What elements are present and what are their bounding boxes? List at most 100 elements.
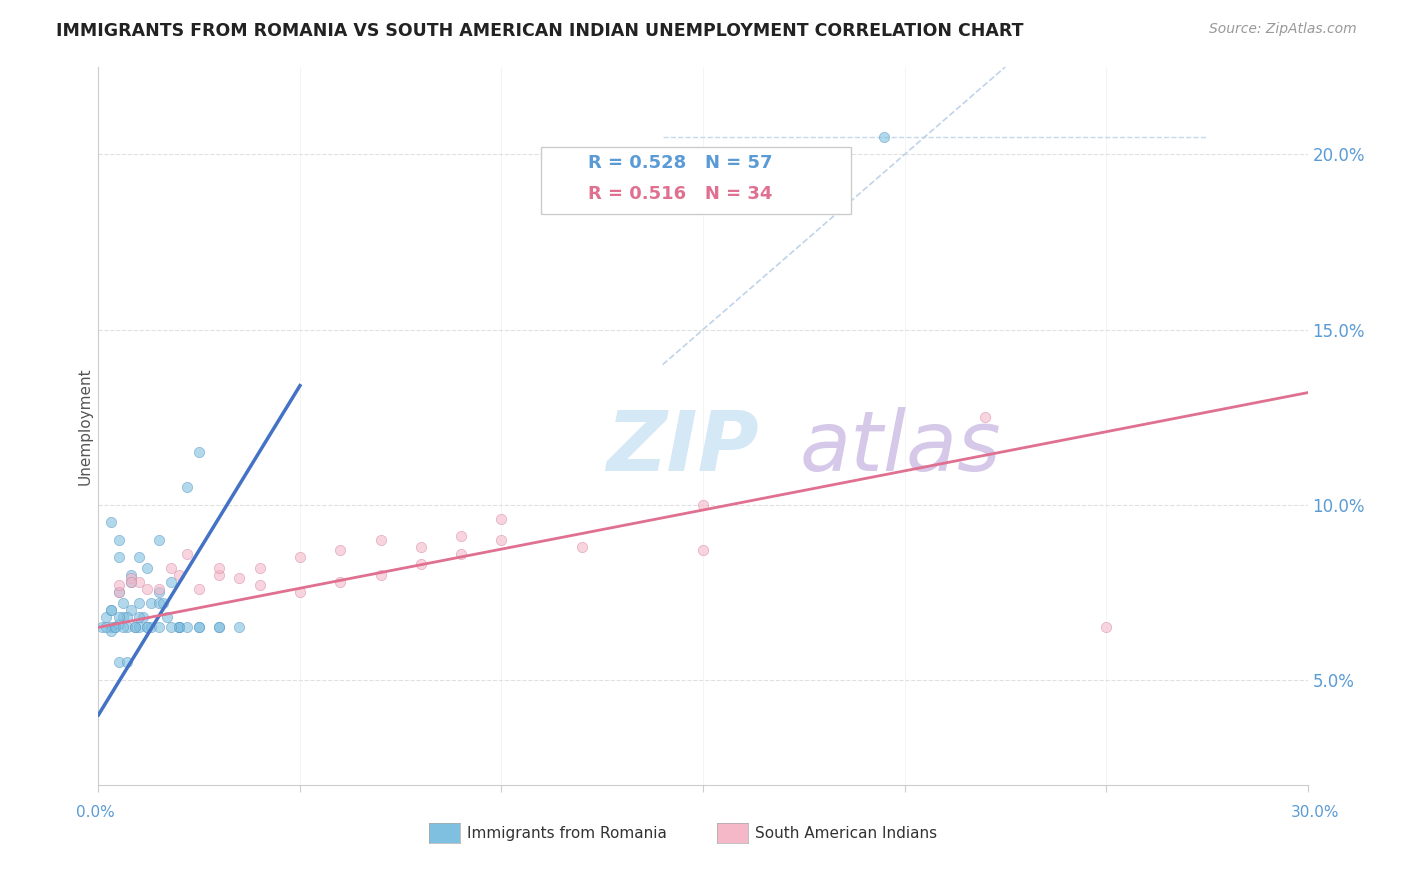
Point	[450, 529, 472, 543]
Y-axis label: Unemployment: Unemployment	[77, 368, 93, 484]
Point	[111, 596, 134, 610]
Point	[249, 578, 271, 592]
Point	[167, 620, 190, 634]
Point	[176, 620, 198, 634]
Point	[148, 596, 170, 610]
Point	[188, 620, 211, 634]
Point	[370, 567, 392, 582]
Point	[107, 610, 129, 624]
Text: 30.0%: 30.0%	[1291, 805, 1339, 820]
Point	[160, 561, 183, 575]
Point	[120, 574, 142, 589]
Point	[370, 533, 392, 547]
Point	[100, 624, 122, 638]
Point	[156, 610, 179, 624]
Text: South American Indians: South American Indians	[755, 826, 938, 840]
Point	[124, 620, 146, 634]
Point	[107, 616, 129, 631]
Point	[188, 620, 211, 634]
Point	[450, 547, 472, 561]
Point	[148, 585, 170, 599]
Point	[208, 620, 231, 634]
Text: Source: ZipAtlas.com: Source: ZipAtlas.com	[1209, 22, 1357, 37]
Point	[148, 533, 170, 547]
Point	[228, 620, 250, 634]
Point	[107, 578, 129, 592]
Point	[96, 620, 118, 634]
Point	[692, 543, 714, 558]
Point	[100, 620, 122, 634]
Point	[188, 582, 211, 596]
Text: R = 0.516   N = 34: R = 0.516 N = 34	[588, 185, 772, 202]
Point	[124, 620, 146, 634]
Point	[160, 574, 183, 589]
Point	[107, 550, 129, 565]
Point	[208, 561, 231, 575]
Text: ZIP: ZIP	[606, 407, 759, 488]
Point	[167, 567, 190, 582]
Point	[91, 620, 114, 634]
Point	[152, 596, 174, 610]
Point	[135, 620, 157, 634]
Point	[115, 610, 138, 624]
Point	[571, 540, 593, 554]
Point	[148, 620, 170, 634]
Point	[148, 582, 170, 596]
Point	[1095, 620, 1118, 634]
Point	[813, 200, 835, 214]
Point	[176, 547, 198, 561]
Point	[128, 550, 150, 565]
Point	[176, 480, 198, 494]
Point	[409, 540, 432, 554]
Point	[135, 561, 157, 575]
Point	[228, 571, 250, 585]
Point	[188, 445, 211, 459]
Text: IMMIGRANTS FROM ROMANIA VS SOUTH AMERICAN INDIAN UNEMPLOYMENT CORRELATION CHART: IMMIGRANTS FROM ROMANIA VS SOUTH AMERICA…	[56, 22, 1024, 40]
Point	[135, 620, 157, 634]
Point	[208, 620, 231, 634]
Text: R = 0.528   N = 57: R = 0.528 N = 57	[588, 154, 772, 172]
Point	[132, 610, 155, 624]
Point	[491, 533, 513, 547]
Point	[329, 543, 352, 558]
Point	[103, 620, 125, 634]
Point	[120, 567, 142, 582]
Point	[100, 603, 122, 617]
Point	[115, 620, 138, 634]
Point	[692, 498, 714, 512]
Point	[111, 620, 134, 634]
Point	[100, 515, 122, 529]
Point	[249, 561, 271, 575]
Point	[103, 620, 125, 634]
Point	[128, 596, 150, 610]
Point	[409, 558, 432, 572]
Point	[329, 574, 352, 589]
Point	[120, 574, 142, 589]
Point	[128, 620, 150, 634]
Point	[208, 567, 231, 582]
Point	[167, 620, 190, 634]
Point	[974, 410, 997, 425]
Point	[115, 656, 138, 670]
Point	[128, 574, 150, 589]
Point	[120, 571, 142, 585]
Point	[135, 582, 157, 596]
Point	[873, 130, 896, 145]
Point	[107, 585, 129, 599]
Point	[107, 585, 129, 599]
Point	[288, 550, 311, 565]
Point	[139, 596, 162, 610]
Point	[139, 620, 162, 634]
Point	[160, 620, 183, 634]
Point	[491, 512, 513, 526]
Text: atlas: atlas	[800, 407, 1001, 488]
Point	[111, 610, 134, 624]
Text: Immigrants from Romania: Immigrants from Romania	[467, 826, 666, 840]
Point	[288, 585, 311, 599]
Point	[167, 620, 190, 634]
Point	[107, 533, 129, 547]
Text: 0.0%: 0.0%	[76, 805, 115, 820]
Point	[128, 610, 150, 624]
Point	[96, 610, 118, 624]
Point	[120, 603, 142, 617]
